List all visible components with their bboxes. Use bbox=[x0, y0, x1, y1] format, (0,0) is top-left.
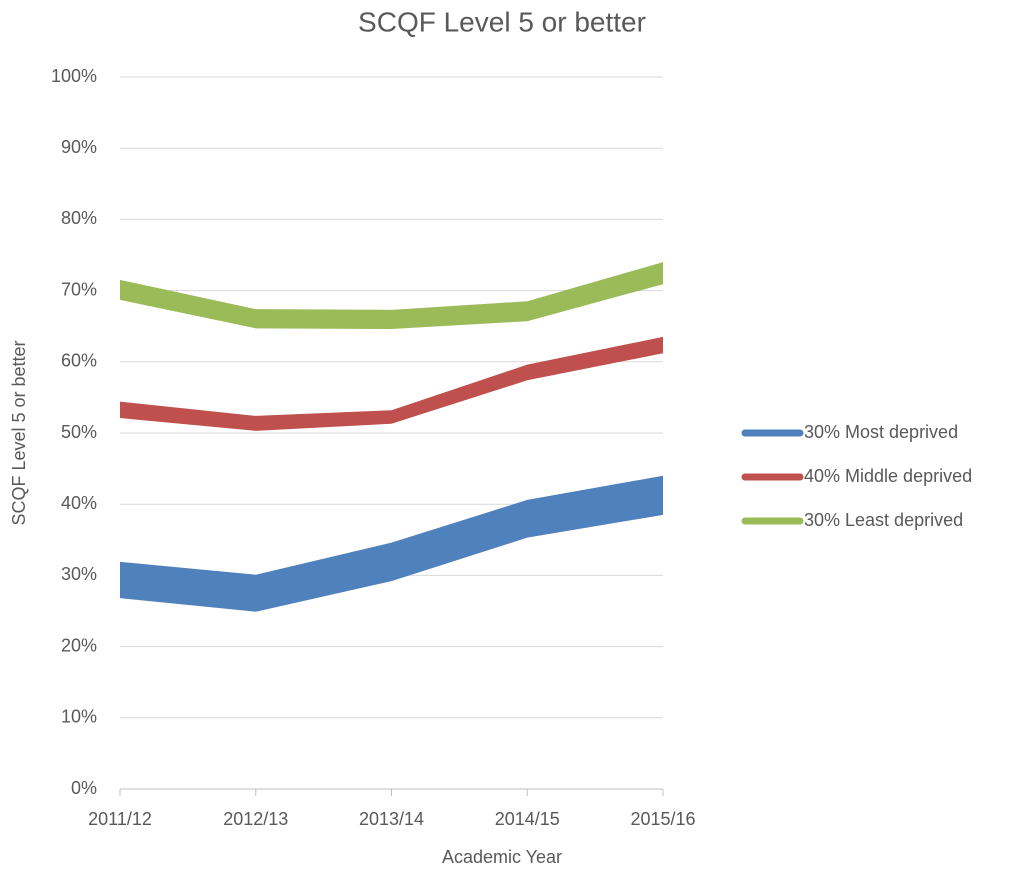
band bbox=[120, 336, 663, 431]
x-tick-label: 2014/15 bbox=[495, 809, 560, 829]
y-tick-label: 0% bbox=[71, 778, 97, 798]
x-tick-label: 2015/16 bbox=[630, 809, 695, 829]
legend-label: 40% Middle deprived bbox=[804, 466, 972, 486]
x-axis-label: Academic Year bbox=[442, 847, 562, 867]
y-tick-label: 80% bbox=[61, 208, 97, 228]
legend-label: 30% Most deprived bbox=[804, 422, 958, 442]
y-tick-label: 70% bbox=[61, 279, 97, 299]
x-tick-label: 2012/13 bbox=[223, 809, 288, 829]
x-tick-label: 2013/14 bbox=[359, 809, 424, 829]
y-tick-label: 100% bbox=[51, 66, 97, 86]
chart-title: SCQF Level 5 or better bbox=[358, 6, 646, 37]
y-tick-label: 50% bbox=[61, 422, 97, 442]
x-tick-label: 2011/12 bbox=[88, 809, 152, 829]
y-axis-label: SCQF Level 5 or better bbox=[9, 340, 29, 525]
y-tick-label: 90% bbox=[61, 137, 97, 157]
y-tick-label: 60% bbox=[61, 351, 97, 371]
y-tick-label: 30% bbox=[61, 564, 97, 584]
legend-label: 30% Least deprived bbox=[804, 510, 963, 530]
band bbox=[120, 475, 663, 612]
band bbox=[120, 262, 663, 330]
y-tick-label: 10% bbox=[61, 707, 97, 727]
y-tick-label: 20% bbox=[61, 635, 97, 655]
y-tick-label: 40% bbox=[61, 493, 97, 513]
